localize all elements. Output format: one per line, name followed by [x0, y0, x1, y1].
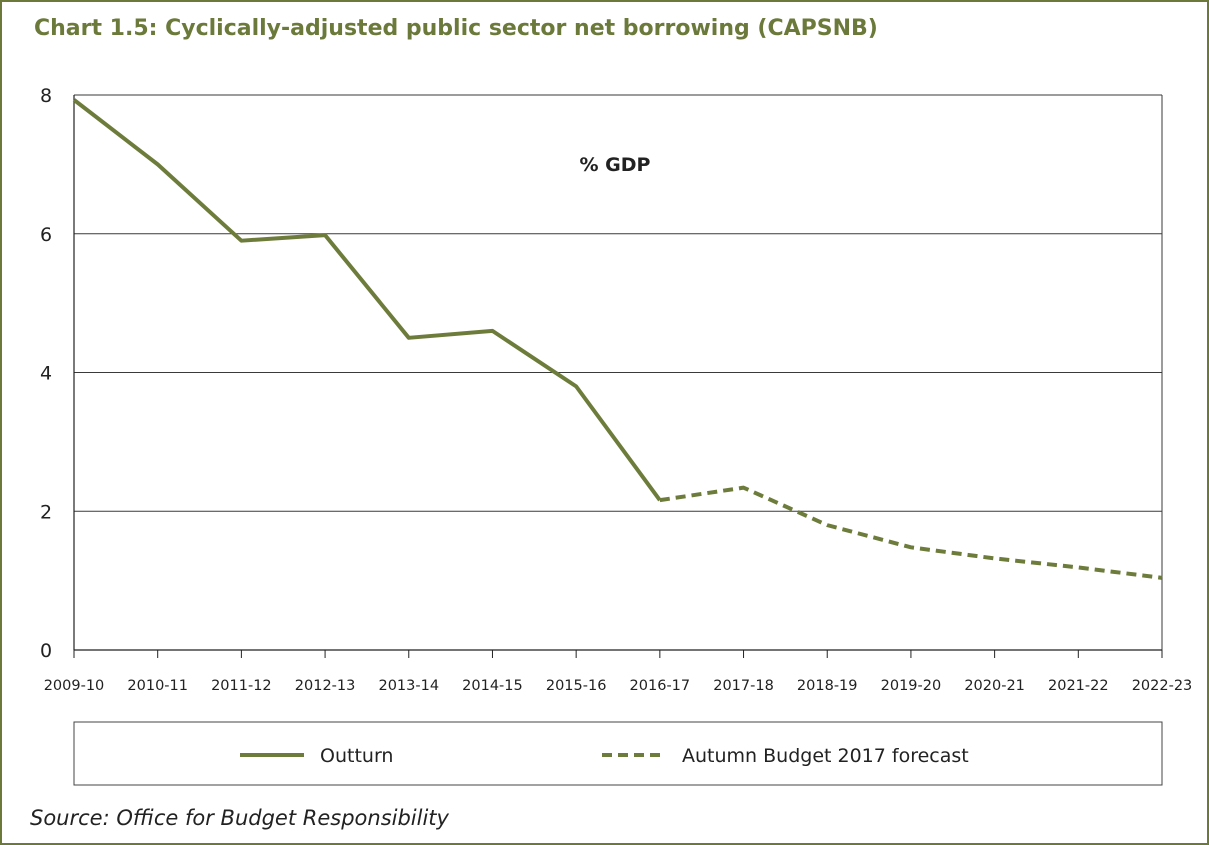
- axes: 0 2 4 6 8 2009-10 2010-11 2011-12 2012-13 2013-14…: [40, 85, 1192, 694]
- x-tick-label: 2019-20: [881, 678, 942, 694]
- gridlines: [74, 94, 1163, 650]
- source-note: Source: Office for Budget Responsibility: [30, 806, 449, 830]
- chart-title: Chart 1.5: Cyclically-adjusted public se…: [34, 16, 878, 41]
- y-tick-label: 2: [40, 501, 52, 523]
- x-tick-label: 2011-12: [211, 678, 272, 694]
- x-tick-label: 2015-16: [546, 678, 607, 694]
- x-tick-label: 2014-15: [462, 678, 523, 694]
- legend-label: Autumn Budget 2017 forecast: [682, 745, 969, 767]
- y-tick-label: 4: [40, 363, 52, 385]
- x-tick-label: 2022-23: [1132, 678, 1193, 694]
- y-tick-label: 0: [40, 640, 52, 662]
- y-tick-label: 6: [40, 224, 52, 246]
- x-tick-label: 2016-17: [630, 678, 691, 694]
- legend-label: Outturn: [320, 745, 393, 767]
- y-tick-label: 8: [40, 85, 52, 107]
- series: [72, 98, 1163, 580]
- x-tick-label: 2010-11: [127, 678, 188, 694]
- outturn-line: [72, 98, 662, 502]
- x-tick-label: 2018-19: [797, 678, 858, 694]
- x-tick-label: 2021-22: [1048, 678, 1109, 694]
- forecast-line: [659, 485, 1163, 580]
- x-tick-label: 2017-18: [713, 678, 774, 694]
- unit-annotation: % GDP: [580, 154, 651, 176]
- x-tick-label: 2013-14: [378, 678, 439, 694]
- legend: Outturn Autumn Budget 2017 forecast: [240, 745, 969, 767]
- x-tick-label: 2020-21: [964, 678, 1025, 694]
- x-tick-label: 2012-13: [295, 678, 356, 694]
- x-tick-label: 2009-10: [44, 678, 105, 694]
